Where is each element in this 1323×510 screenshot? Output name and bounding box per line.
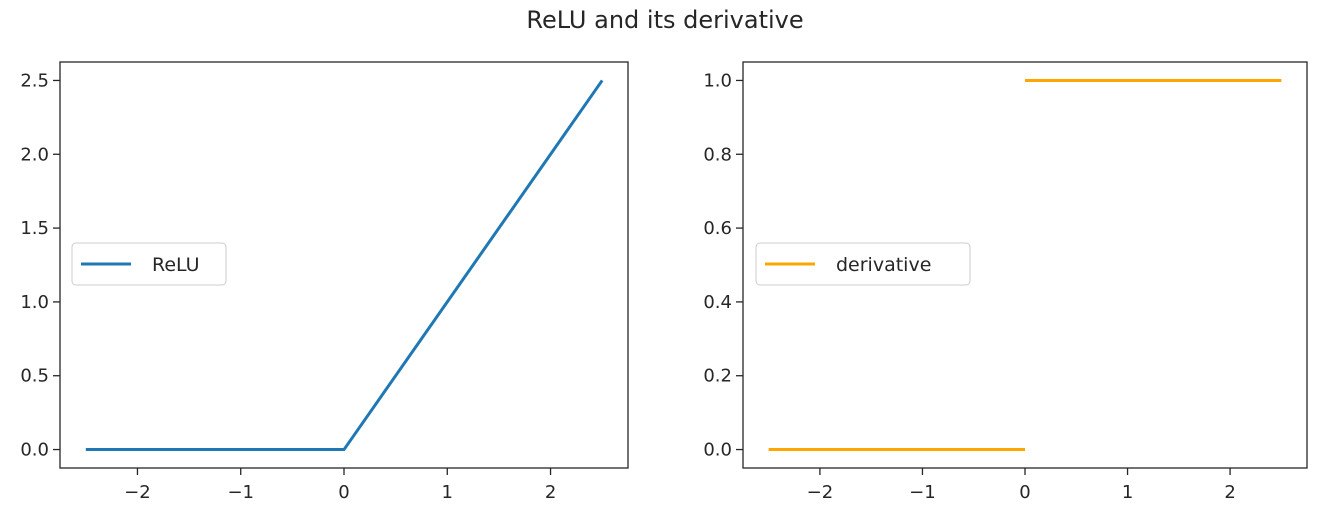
x-tick-label: −2	[807, 482, 834, 503]
series-line-relu-0	[85, 79, 604, 452]
y-tick-label: 0.4	[703, 292, 732, 313]
relu-chart: −2 −1 0 1 2 0.0 0.5 1.0 1.5 2.0 2.5 ReLU	[20, 61, 629, 503]
x-tick-label: −1	[909, 482, 936, 503]
x-tick-label: 1	[442, 482, 453, 503]
x-tick-label: 2	[545, 482, 556, 503]
x-tick-label: 0	[338, 482, 349, 503]
x-tick-label: 0	[1019, 482, 1030, 503]
legend: ReLU	[71, 242, 227, 286]
y-tick-label: 0.6	[703, 218, 732, 239]
derivative-chart: −2 −1 0 1 2 0.0 0.2 0.4 0.6 0.8 1.0 derivative	[703, 61, 1308, 503]
figure-title: ReLU and its derivative	[526, 6, 803, 34]
y-tick-label: 1.0	[703, 70, 732, 91]
legend-box	[71, 242, 227, 286]
x-tick-label: −2	[124, 482, 151, 503]
y-tick-label: 1.5	[20, 218, 49, 239]
y-tick-label: 0.0	[20, 440, 49, 461]
x-tick-label: −1	[227, 482, 254, 503]
legend-label: derivative	[836, 254, 931, 276]
y-tick-label: 0.2	[703, 366, 732, 387]
y-tick-label: 1.0	[20, 292, 49, 313]
x-tick-label: 1	[1122, 482, 1133, 503]
y-tick-label: 0.5	[20, 366, 49, 387]
legend: derivative	[755, 242, 971, 286]
y-tick-label: 2.0	[20, 144, 49, 165]
y-tick-label: 2.5	[20, 70, 49, 91]
legend-box	[755, 242, 971, 286]
x-tick-label: 2	[1224, 482, 1235, 503]
y-tick-label: 0.0	[703, 440, 732, 461]
legend-label: ReLU	[152, 254, 200, 276]
y-tick-label: 0.8	[703, 144, 732, 165]
